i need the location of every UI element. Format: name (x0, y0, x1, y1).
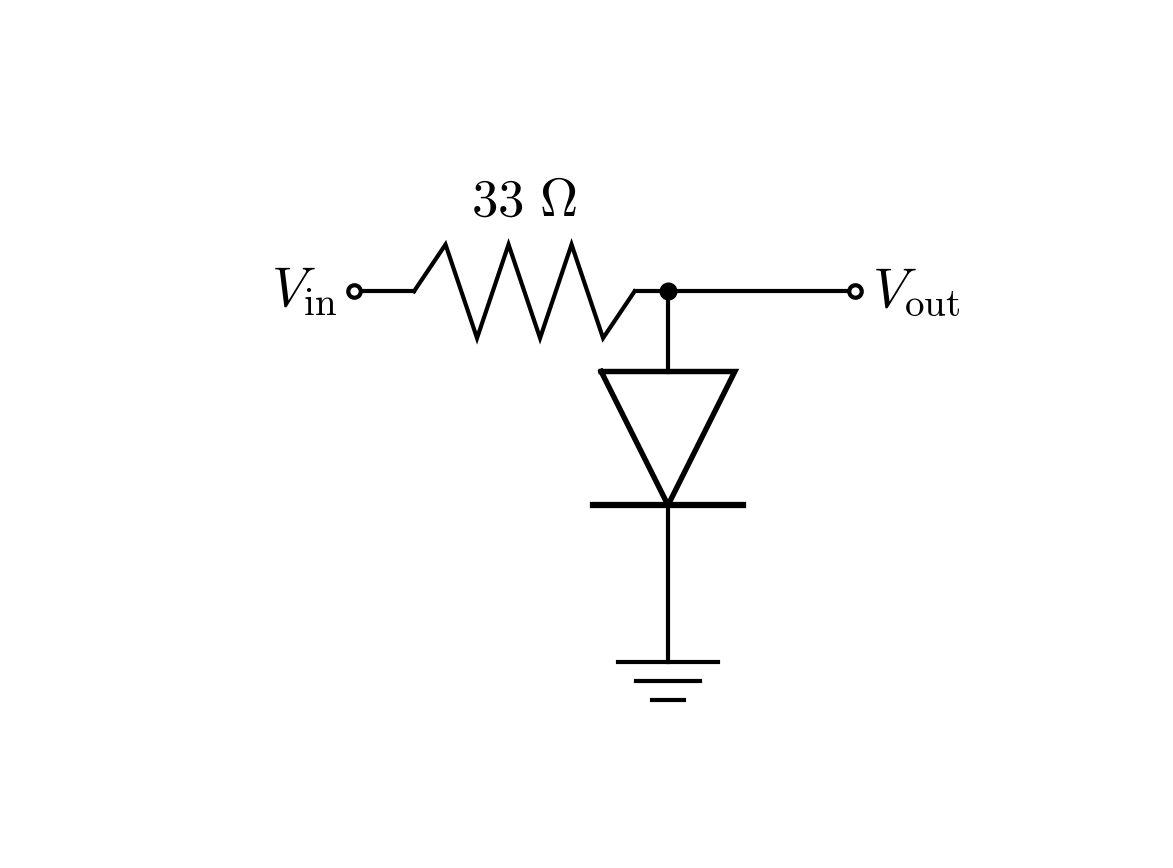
Text: $V_{\mathrm{out}}$: $V_{\mathrm{out}}$ (872, 264, 961, 319)
Text: $V_{\mathrm{in}}$: $V_{\mathrm{in}}$ (271, 264, 337, 319)
Text: $33\ \Omega$: $33\ \Omega$ (472, 175, 577, 227)
